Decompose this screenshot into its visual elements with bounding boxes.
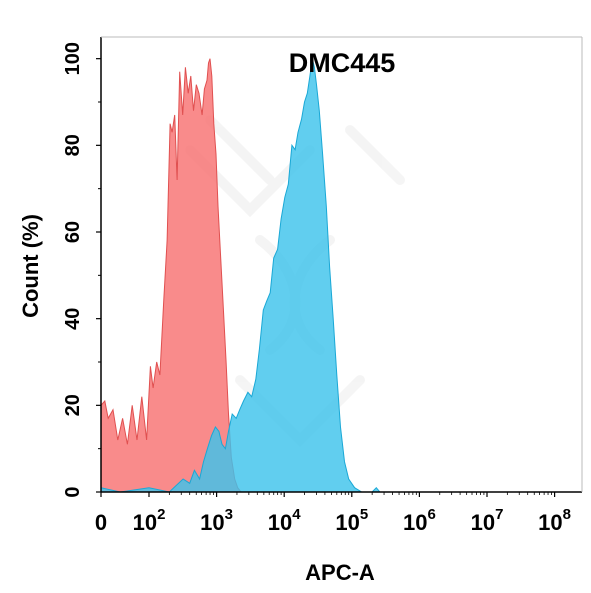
series-1-area: [100, 58, 243, 493]
x-tick-label: 107: [471, 506, 504, 535]
y-tick-label: 100: [62, 42, 84, 75]
x-tick-label: 0: [95, 510, 107, 535]
tick-marks: [96, 58, 556, 497]
y-tick-label: 20: [62, 394, 84, 416]
y-tick-label: 0: [62, 486, 84, 497]
x-tick-label: 106: [403, 506, 436, 535]
x-tick-label: 105: [335, 506, 368, 535]
y-tick-labels: 0 20 40 60 80 100: [62, 42, 84, 498]
x-tick-labels: 0 102 103 104 105 106 107 108: [95, 506, 571, 535]
x-tick-label: 108: [538, 506, 571, 535]
series-2-area: [100, 58, 381, 493]
y-tick-label: 60: [62, 221, 84, 243]
y-tick-label: 80: [62, 134, 84, 156]
x-axis-label: APC-A: [305, 560, 375, 585]
chart-title: DMC445: [289, 48, 396, 78]
x-tick-label: 102: [133, 506, 166, 535]
y-tick-label: 40: [62, 308, 84, 330]
x-tick-label: 103: [200, 506, 233, 535]
series-fills: [100, 58, 381, 493]
y-axis-label: Count (%): [18, 214, 43, 318]
x-tick-label: 104: [268, 506, 301, 535]
